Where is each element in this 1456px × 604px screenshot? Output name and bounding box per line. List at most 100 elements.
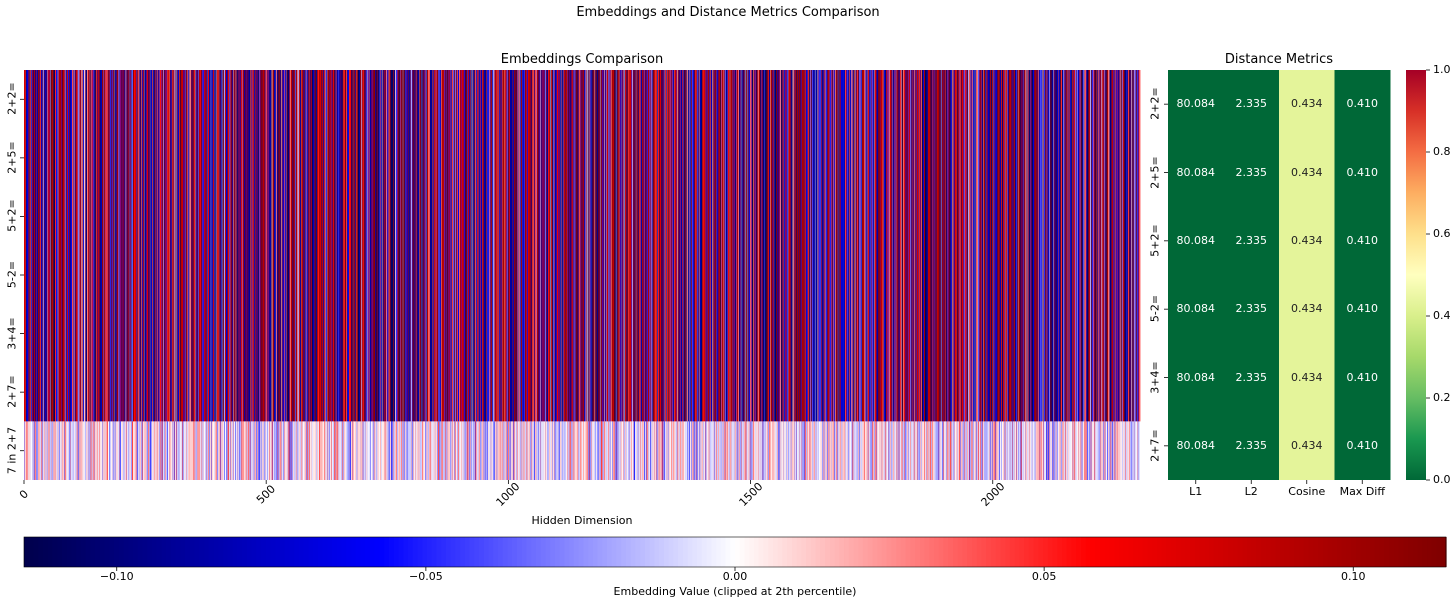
embedding-cell-block	[156, 70, 158, 422]
embedding-cell-block	[314, 70, 316, 422]
embedding-colorbar-segment	[853, 537, 859, 567]
embedding-cell-block	[232, 70, 234, 422]
embedding-cell	[1120, 421, 1122, 480]
embedding-cell	[641, 421, 642, 480]
distance-cell-value: 80.084	[1176, 233, 1216, 247]
embedding-cell-block	[553, 70, 555, 422]
embedding-cell	[889, 421, 890, 480]
embedding-cell	[761, 421, 763, 480]
embedding-cell-block	[860, 70, 861, 422]
embedding-cell	[1078, 421, 1079, 480]
embeddings-row-label: 2+7=	[5, 375, 19, 408]
embedding-cell	[863, 421, 865, 480]
embedding-cell	[587, 421, 589, 480]
embedding-cell-block	[766, 70, 768, 422]
embedding-cell	[406, 421, 408, 480]
embedding-cell	[330, 421, 331, 480]
embedding-cell	[627, 421, 628, 480]
embedding-cell-block	[831, 70, 833, 422]
embedding-cell-block	[160, 70, 161, 422]
embedding-cell	[628, 421, 630, 480]
embedding-cell-block	[347, 70, 349, 422]
embedding-cell	[797, 421, 799, 480]
embedding-cell	[962, 421, 964, 480]
embedding-cell	[618, 421, 620, 480]
embedding-cell-block	[55, 70, 56, 422]
embedding-cell-block	[847, 70, 849, 422]
embedding-cell	[930, 421, 932, 480]
embedding-cell	[586, 421, 588, 480]
embedding-cell	[1056, 421, 1058, 480]
embedding-cell	[547, 421, 548, 480]
embedding-cell	[481, 421, 483, 480]
embedding-cell	[698, 421, 700, 480]
embedding-cell	[1102, 421, 1104, 480]
embedding-cell	[367, 421, 369, 480]
embedding-cell-block	[1098, 70, 1100, 422]
embedding-cell-block	[819, 70, 821, 422]
embedding-cell-block	[505, 70, 507, 422]
embedding-cell-block	[746, 70, 748, 422]
embedding-cell-block	[580, 70, 582, 422]
embedding-cell-block	[620, 70, 622, 422]
embedding-cell-block	[261, 70, 263, 422]
embedding-cell-block	[881, 70, 883, 422]
embedding-cell	[220, 421, 222, 480]
embedding-cell-block	[321, 70, 323, 422]
embedding-cell	[438, 421, 439, 480]
embedding-cell-block	[687, 70, 689, 422]
embedding-cell	[847, 421, 849, 480]
embedding-cell-block	[337, 70, 339, 422]
embedding-cell	[274, 421, 276, 480]
embedding-cell-block	[310, 70, 312, 422]
embedding-cell-block	[874, 70, 876, 422]
embedding-cell	[1046, 421, 1047, 480]
embedding-cell	[863, 421, 865, 480]
embedding-cell-block	[926, 70, 928, 422]
embedding-cell-block	[1082, 70, 1084, 422]
embedding-cell	[371, 421, 373, 480]
embedding-cell-block	[1004, 70, 1006, 422]
embedding-cell	[557, 421, 559, 480]
embedding-cell	[1042, 421, 1043, 480]
embedding-cell-block	[263, 70, 265, 422]
embedding-cell	[314, 421, 315, 480]
embedding-cell-block	[1072, 70, 1074, 422]
embedding-colorbar-segment	[1379, 537, 1385, 567]
embedding-cell-block	[1097, 70, 1099, 422]
embedding-cell	[917, 421, 919, 480]
embedding-cell-block	[392, 70, 393, 422]
embedding-cell	[1002, 421, 1004, 480]
embedding-cell-block	[90, 70, 92, 422]
embedding-cell-block	[270, 70, 272, 422]
embedding-cell	[772, 421, 774, 480]
embedding-cell-block	[303, 70, 304, 422]
embedding-cell-block	[457, 70, 458, 422]
embedding-cell	[888, 421, 889, 480]
embedding-cell	[230, 421, 232, 480]
embedding-cell-block	[1072, 70, 1074, 422]
embedding-cell-block	[660, 70, 662, 422]
embedding-cell	[733, 421, 734, 480]
embedding-cell	[117, 421, 119, 480]
embedding-cell	[784, 421, 786, 480]
embedding-cell	[926, 421, 928, 480]
embedding-cell	[429, 421, 431, 480]
embedding-cell	[655, 421, 657, 480]
embedding-cell	[732, 421, 733, 480]
embedding-cell	[860, 421, 861, 480]
embedding-cell	[830, 421, 832, 480]
embedding-cell-block	[867, 70, 869, 422]
embedding-cell	[983, 421, 985, 480]
embedding-cell	[1030, 421, 1032, 480]
embedding-cell-block	[290, 70, 292, 422]
embedding-cell-block	[438, 70, 440, 422]
embedding-cell	[451, 421, 453, 480]
embedding-colorbar-segment	[1341, 537, 1348, 567]
embedding-colorbar-segment	[867, 537, 874, 567]
embedding-cell-block	[1132, 70, 1134, 422]
embedding-cell-block	[314, 70, 315, 422]
embedding-cell-block	[742, 70, 744, 422]
embedding-cell-block	[202, 70, 204, 422]
embedding-cell-block	[878, 70, 880, 422]
